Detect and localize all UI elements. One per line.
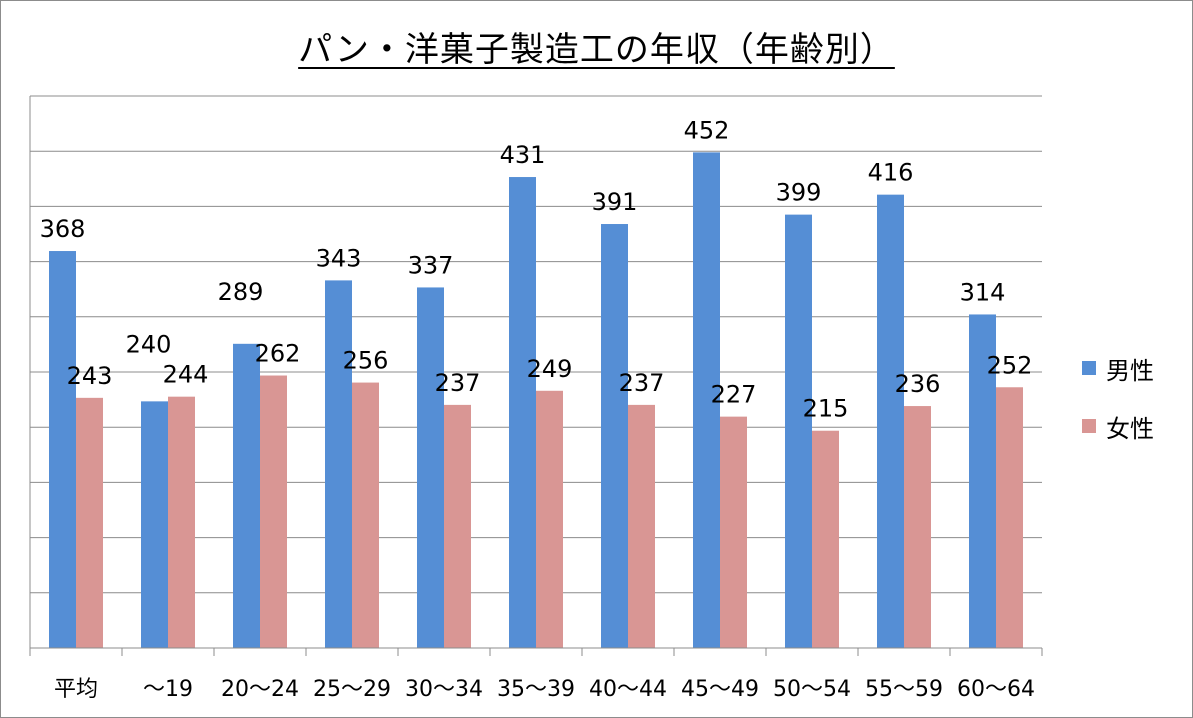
bar-female xyxy=(260,375,287,648)
bar-female xyxy=(812,430,839,648)
bar-female xyxy=(168,396,195,648)
data-label-female: 256 xyxy=(343,347,389,375)
bar-female xyxy=(76,397,103,648)
x-tick-label: ～19 xyxy=(143,677,193,702)
legend-swatch-female xyxy=(1082,419,1096,433)
bar-female xyxy=(996,387,1023,648)
bar-female xyxy=(352,382,379,648)
bar-female xyxy=(444,404,471,648)
bar-male xyxy=(141,401,168,648)
data-label-male: 343 xyxy=(316,244,362,272)
x-tick-label: 30～34 xyxy=(405,677,483,702)
data-label-female: 227 xyxy=(711,381,757,409)
data-label-male: 368 xyxy=(40,215,86,243)
data-label-female: 236 xyxy=(895,370,941,398)
data-label-female: 244 xyxy=(163,361,209,389)
data-label-male: 337 xyxy=(408,251,454,279)
bar-male xyxy=(509,177,536,648)
bar-female xyxy=(628,404,655,648)
x-tick-label: 35～39 xyxy=(497,677,575,702)
data-label-male: 240 xyxy=(126,331,172,359)
legend-swatch-male xyxy=(1082,361,1096,375)
data-label-female: 237 xyxy=(619,369,665,397)
bar-female xyxy=(904,406,931,648)
x-tick-label: 45～49 xyxy=(681,677,759,702)
x-tick-label: 40～44 xyxy=(589,677,667,702)
legend-label-male: 男性 xyxy=(1106,356,1154,385)
data-label-male: 399 xyxy=(776,179,822,207)
legend-item-female: 女性 xyxy=(1082,408,1154,444)
bar-male xyxy=(877,194,904,648)
data-label-male: 416 xyxy=(868,159,914,187)
data-label-male: 289 xyxy=(218,278,264,306)
data-label-female: 262 xyxy=(255,340,301,368)
legend-label-female: 女性 xyxy=(1106,414,1154,443)
x-tick-label: 25～29 xyxy=(313,677,391,702)
bar-male xyxy=(969,314,996,648)
data-label-female: 252 xyxy=(987,351,1033,379)
data-label-male: 314 xyxy=(960,278,1006,306)
bar-male xyxy=(325,280,352,648)
x-tick-label: 55～59 xyxy=(865,677,943,702)
bar-female xyxy=(536,390,563,648)
bar-male xyxy=(49,251,76,648)
legend: 男性 女性 xyxy=(1082,350,1154,466)
bar-male xyxy=(601,224,628,648)
chart-title: パン・洋菓子製造工の年収（年齢別） xyxy=(0,22,1193,71)
data-label-male: 452 xyxy=(684,116,730,144)
data-label-female: 249 xyxy=(527,355,573,383)
legend-item-male: 男性 xyxy=(1082,350,1154,386)
x-tick-label: 50～54 xyxy=(773,677,851,702)
data-label-female: 215 xyxy=(803,395,849,423)
data-label-female: 243 xyxy=(67,362,113,390)
bar-male xyxy=(693,152,720,649)
chart-title-text: パン・洋菓子製造工の年収（年齢別） xyxy=(298,30,895,70)
bar-female xyxy=(720,416,747,648)
data-label-female: 237 xyxy=(435,369,481,397)
x-tick-label: 20～24 xyxy=(221,677,299,702)
data-label-male: 391 xyxy=(592,188,638,216)
bar-male xyxy=(417,287,444,648)
bar-male xyxy=(233,343,260,648)
x-tick-label: 平均 xyxy=(54,677,98,702)
data-label-male: 431 xyxy=(500,141,546,169)
x-tick-label: 60～64 xyxy=(957,677,1035,702)
bar-male xyxy=(785,214,812,648)
